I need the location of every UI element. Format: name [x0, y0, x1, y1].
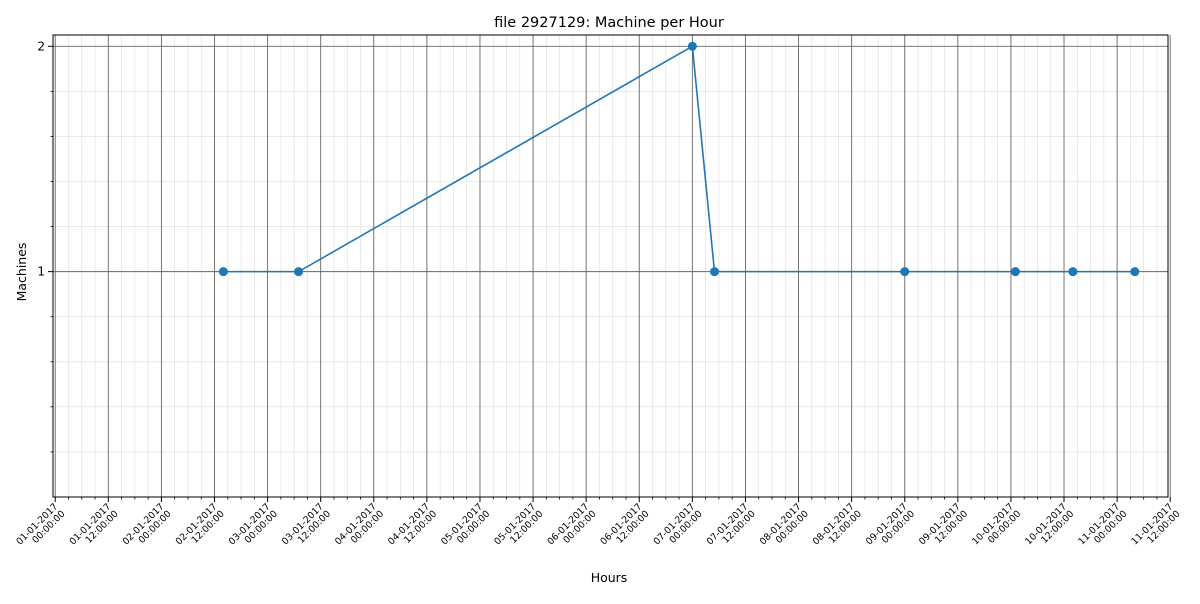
x-tick-label: 07-01-201700:00:00 [651, 501, 704, 554]
x-tick-label: 06-01-201700:00:00 [545, 501, 598, 554]
x-axis-label: Hours [591, 570, 628, 585]
x-tick-label: 11-01-201700:00:00 [1076, 501, 1129, 554]
x-tick-label: 01-01-201712:00:00 [67, 501, 120, 554]
y-axis-label: Machines [14, 243, 29, 302]
x-tick-label: 08-01-201712:00:00 [811, 501, 864, 554]
data-point [900, 267, 910, 277]
x-tick-label: 03-01-201700:00:00 [227, 501, 280, 554]
grid [53, 35, 1171, 497]
data-point [1010, 267, 1020, 277]
x-tick-label: 02-01-201700:00:00 [121, 501, 174, 554]
data-point [218, 267, 228, 277]
x-tick-label: 02-01-201712:00:00 [174, 501, 227, 554]
y-tick-label: 2 [37, 39, 45, 53]
x-tick-label: 10-01-201712:00:00 [1023, 501, 1076, 554]
plot-frame [52, 34, 1169, 498]
x-tick-label: 05-01-201700:00:00 [439, 501, 492, 554]
x-tick-label: 03-01-201712:00:00 [280, 501, 333, 554]
x-tick-label: 09-01-201700:00:00 [864, 501, 917, 554]
data-point [709, 267, 719, 277]
series-line [223, 44, 1135, 273]
chart-title: file 2927129: Machine per Hour [494, 15, 724, 31]
x-tick-label: 08-01-201700:00:00 [758, 501, 811, 554]
data-point [294, 267, 304, 277]
data-point [687, 41, 697, 51]
x-tick-label: 04-01-201712:00:00 [386, 501, 439, 554]
x-tick-label: 10-01-201700:00:00 [970, 501, 1023, 554]
data-point [1130, 267, 1140, 277]
x-tick-label: 04-01-201700:00:00 [333, 501, 386, 554]
x-tick-label: 05-01-201712:00:00 [492, 501, 545, 554]
data-point [1068, 267, 1078, 277]
x-tick-label: 06-01-201712:00:00 [598, 501, 651, 554]
x-tick-label: 09-01-201712:00:00 [917, 501, 970, 554]
x-tick-label: 07-01-201712:00:00 [705, 501, 758, 554]
y-tick-label: 1 [37, 265, 45, 279]
x-tick-label: 11-01-201712:00:00 [1129, 501, 1182, 554]
x-tick-label: 01-01-201700:00:00 [14, 501, 67, 554]
